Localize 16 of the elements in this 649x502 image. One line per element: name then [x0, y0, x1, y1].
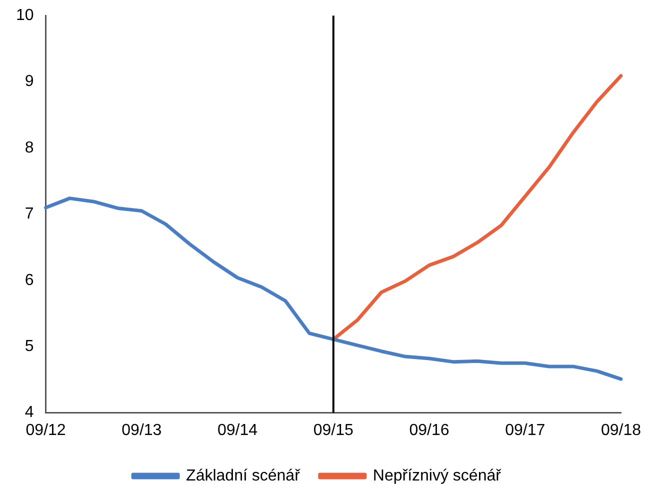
- y-tick-label: 9: [24, 73, 34, 90]
- legend-label: Základní scénář: [186, 467, 301, 484]
- legend-label: Nepříznivý scénář: [372, 467, 502, 484]
- y-tick-label: 4: [24, 404, 34, 422]
- y-tick-label: 7: [24, 206, 34, 223]
- x-tick-label: 09/14: [218, 422, 258, 439]
- y-tick-label: 8: [24, 139, 34, 156]
- x-tick-label: 09/17: [505, 422, 546, 439]
- x-tick-label: 09/16: [409, 422, 450, 439]
- y-tick-label: 6: [24, 272, 34, 289]
- x-tick-label: 09/18: [600, 422, 642, 439]
- x-tick-label: 09/13: [122, 422, 162, 439]
- y-tick-label: 5: [24, 338, 34, 356]
- x-tick-label: 09/15: [313, 422, 354, 439]
- x-tick-label: 09/12: [26, 422, 66, 439]
- y-tick-label: 10: [16, 7, 34, 24]
